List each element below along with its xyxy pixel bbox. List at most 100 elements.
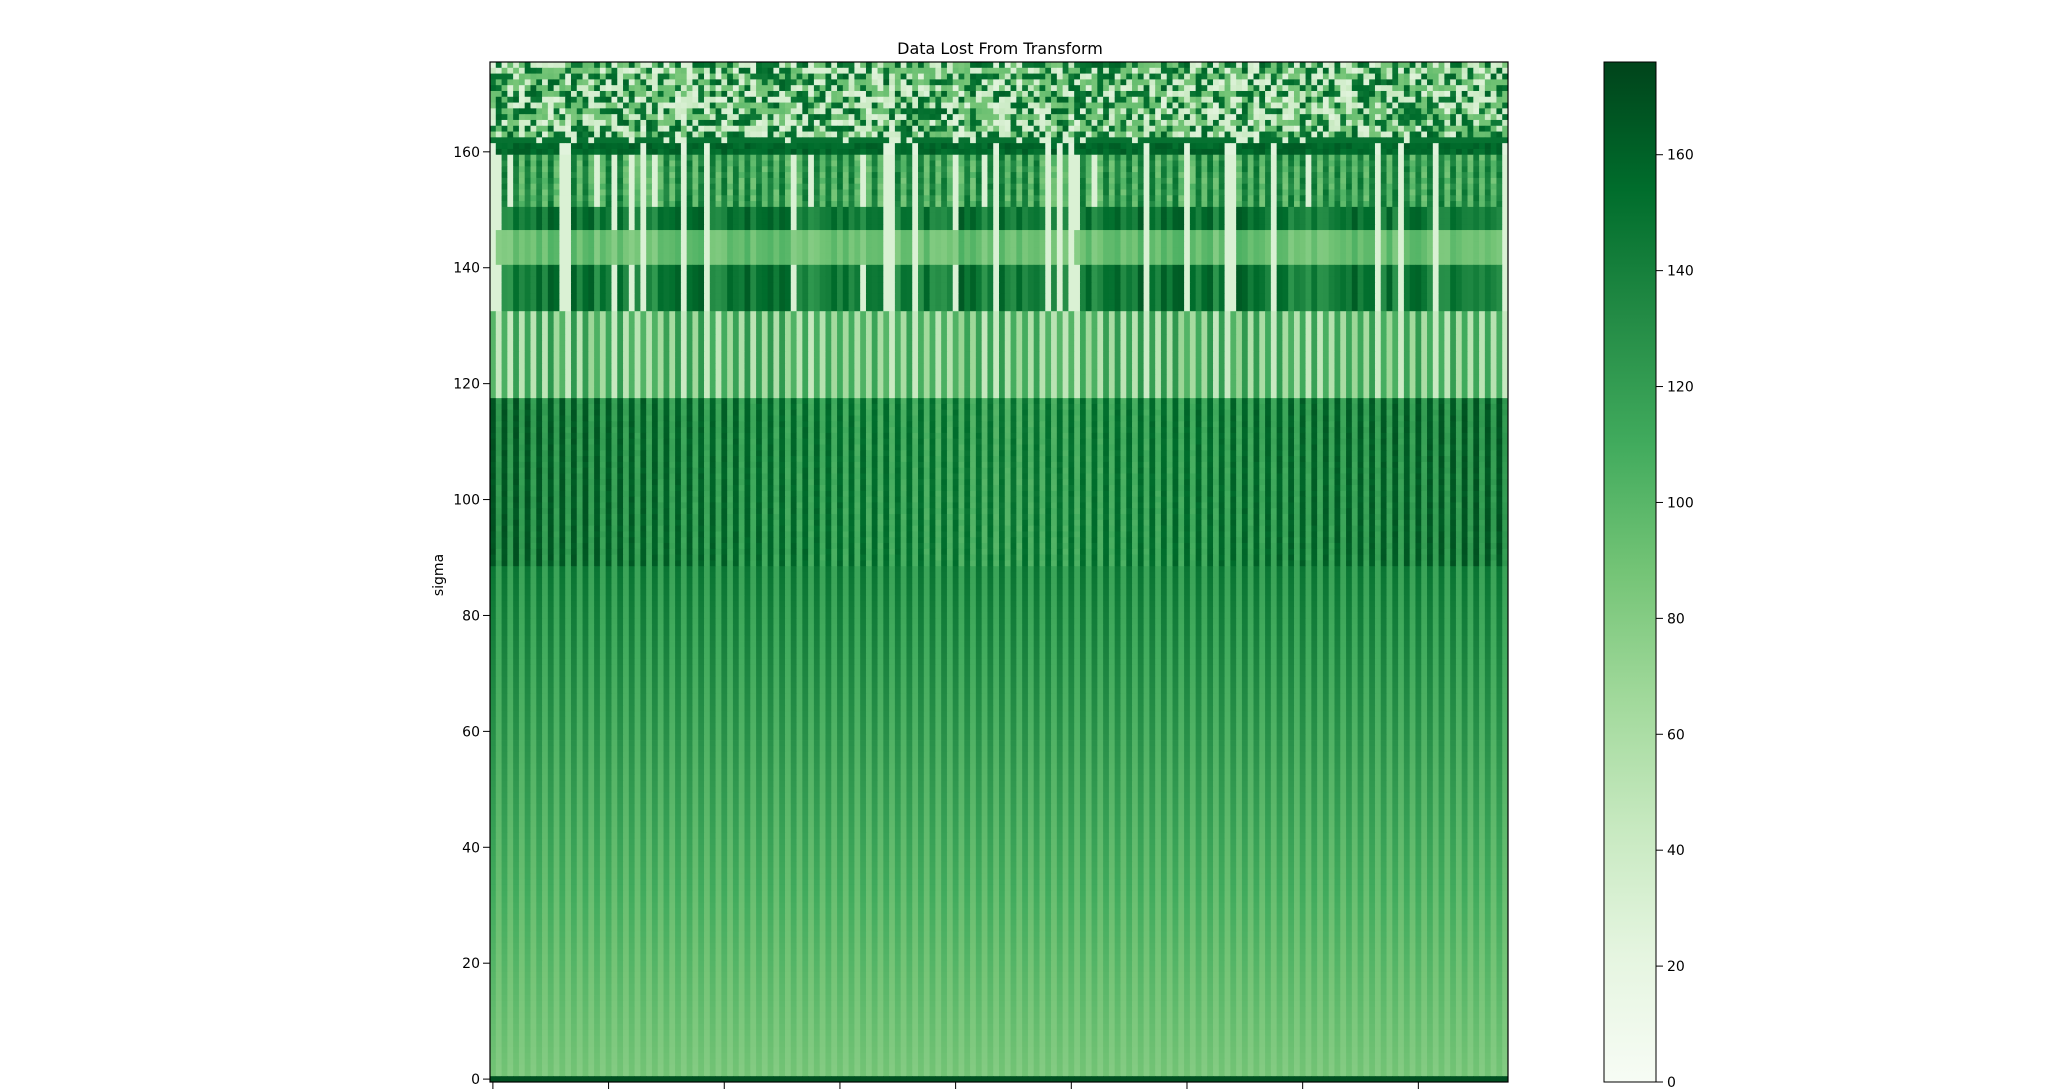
- heatmap-cell: [1114, 212, 1121, 219]
- heatmap-cell: [1340, 201, 1347, 208]
- heatmap-cell: [738, 62, 745, 69]
- heatmap-cell: [894, 114, 902, 121]
- heatmap-cell: [1103, 62, 1110, 69]
- heatmap-cell: [1207, 201, 1214, 208]
- heatmap-cell: [1374, 206, 1382, 214]
- heatmap-cell: [1253, 125, 1260, 132]
- heatmap-cell: [1259, 73, 1266, 80]
- heatmap-cell: [825, 177, 832, 185]
- heatmap-cell: [570, 119, 578, 127]
- heatmap-cell: [651, 108, 659, 115]
- heatmap-cell: [640, 125, 647, 132]
- heatmap-cell: [1380, 62, 1387, 69]
- heatmap-cell: [1207, 195, 1214, 202]
- heatmap-cell: [524, 195, 531, 202]
- heatmap-cell: [952, 177, 959, 185]
- heatmap-cell: [1374, 143, 1382, 150]
- heatmap-cell: [1236, 218, 1243, 225]
- heatmap-cell: [918, 67, 925, 74]
- heatmap-cell: [1299, 137, 1306, 144]
- heatmap-cell: [1317, 195, 1324, 202]
- heatmap-cell: [819, 119, 826, 127]
- heatmap-cell: [1322, 206, 1330, 214]
- heatmap-cell: [738, 160, 745, 167]
- heatmap-cell: [1253, 206, 1260, 214]
- heatmap-cell: [1421, 172, 1428, 179]
- heatmap-cell: [1062, 79, 1069, 86]
- heatmap-cell: [738, 67, 745, 74]
- heatmap-cell: [981, 172, 988, 179]
- heatmap-cell: [1143, 218, 1150, 225]
- heatmap-cell: [1045, 195, 1052, 202]
- heatmap-cell: [1432, 79, 1439, 86]
- heatmap-cell: [1392, 90, 1399, 98]
- heatmap-cell: [634, 62, 641, 69]
- heatmap-cell: [634, 183, 641, 190]
- heatmap-cell: [1160, 102, 1168, 109]
- heatmap-cell: [779, 73, 786, 80]
- heatmap-cell: [1027, 201, 1035, 208]
- heatmap-cell: [680, 206, 688, 214]
- heatmap-cell: [1184, 62, 1191, 69]
- heatmap-cell: [1346, 166, 1353, 173]
- heatmap-cell: [1189, 154, 1197, 161]
- heatmap-cell: [1444, 206, 1451, 214]
- heatmap-cell: [1166, 218, 1173, 225]
- heatmap-cell: [1253, 195, 1260, 202]
- heatmap-cell: [889, 67, 896, 74]
- heatmap-cell: [518, 218, 526, 225]
- heatmap-cell: [1166, 206, 1173, 214]
- heatmap-cell: [1097, 218, 1104, 225]
- heatmap-cell: [1241, 206, 1249, 214]
- heatmap-cell: [1282, 143, 1289, 150]
- heatmap-cell: [594, 137, 601, 144]
- heatmap-cell: [727, 201, 734, 208]
- heatmap-cell: [929, 160, 936, 167]
- heatmap-cell: [675, 166, 682, 173]
- heatmap-cell: [1438, 177, 1445, 185]
- heatmap-cell: [588, 96, 595, 103]
- heatmap-cell: [704, 85, 711, 92]
- heatmap-cell: [1427, 172, 1434, 179]
- heatmap-cell: [1496, 177, 1503, 185]
- heatmap-cell: [1027, 62, 1035, 69]
- heatmap-cell: [651, 102, 659, 109]
- heatmap-cell: [1160, 131, 1168, 138]
- heatmap-cell: [1450, 67, 1457, 74]
- heatmap-cell: [1241, 67, 1249, 74]
- heatmap-cell: [790, 108, 797, 115]
- heatmap-cell: [1253, 114, 1260, 121]
- heatmap-cell: [588, 125, 595, 132]
- heatmap-cell: [704, 212, 711, 219]
- heatmap-cell: [646, 172, 653, 179]
- heatmap-cell: [623, 119, 630, 127]
- heatmap-cell: [1351, 73, 1359, 80]
- heatmap-cell: [1259, 212, 1266, 219]
- heatmap-cell: [808, 183, 815, 190]
- heatmap-cell: [1224, 119, 1231, 127]
- heatmap-cell: [1178, 90, 1185, 98]
- heatmap-cell: [686, 119, 693, 127]
- heatmap-cell: [542, 114, 549, 121]
- heatmap-cell: [1074, 125, 1081, 132]
- heatmap-cell: [675, 201, 682, 208]
- heatmap-cell: [530, 102, 537, 109]
- heatmap-cell: [1236, 119, 1243, 127]
- heatmap-cell: [1502, 172, 1509, 179]
- heatmap-cell: [675, 85, 682, 92]
- heatmap-cell: [646, 206, 653, 214]
- heatmap-cell: [1288, 218, 1295, 225]
- heatmap-cell: [825, 85, 832, 92]
- heatmap-cell: [1479, 79, 1486, 86]
- heatmap-cell: [918, 148, 925, 156]
- heatmap-cell: [1340, 148, 1347, 156]
- heatmap-cell: [929, 90, 936, 98]
- heatmap-cell: [1085, 143, 1092, 150]
- heatmap-cell: [1039, 85, 1046, 92]
- heatmap-cell: [831, 85, 838, 92]
- heatmap-cell: [623, 131, 630, 138]
- heatmap-cell: [952, 73, 959, 80]
- heatmap-cell: [686, 108, 693, 115]
- heatmap-cell: [1062, 212, 1069, 219]
- heatmap-cell: [1016, 154, 1023, 161]
